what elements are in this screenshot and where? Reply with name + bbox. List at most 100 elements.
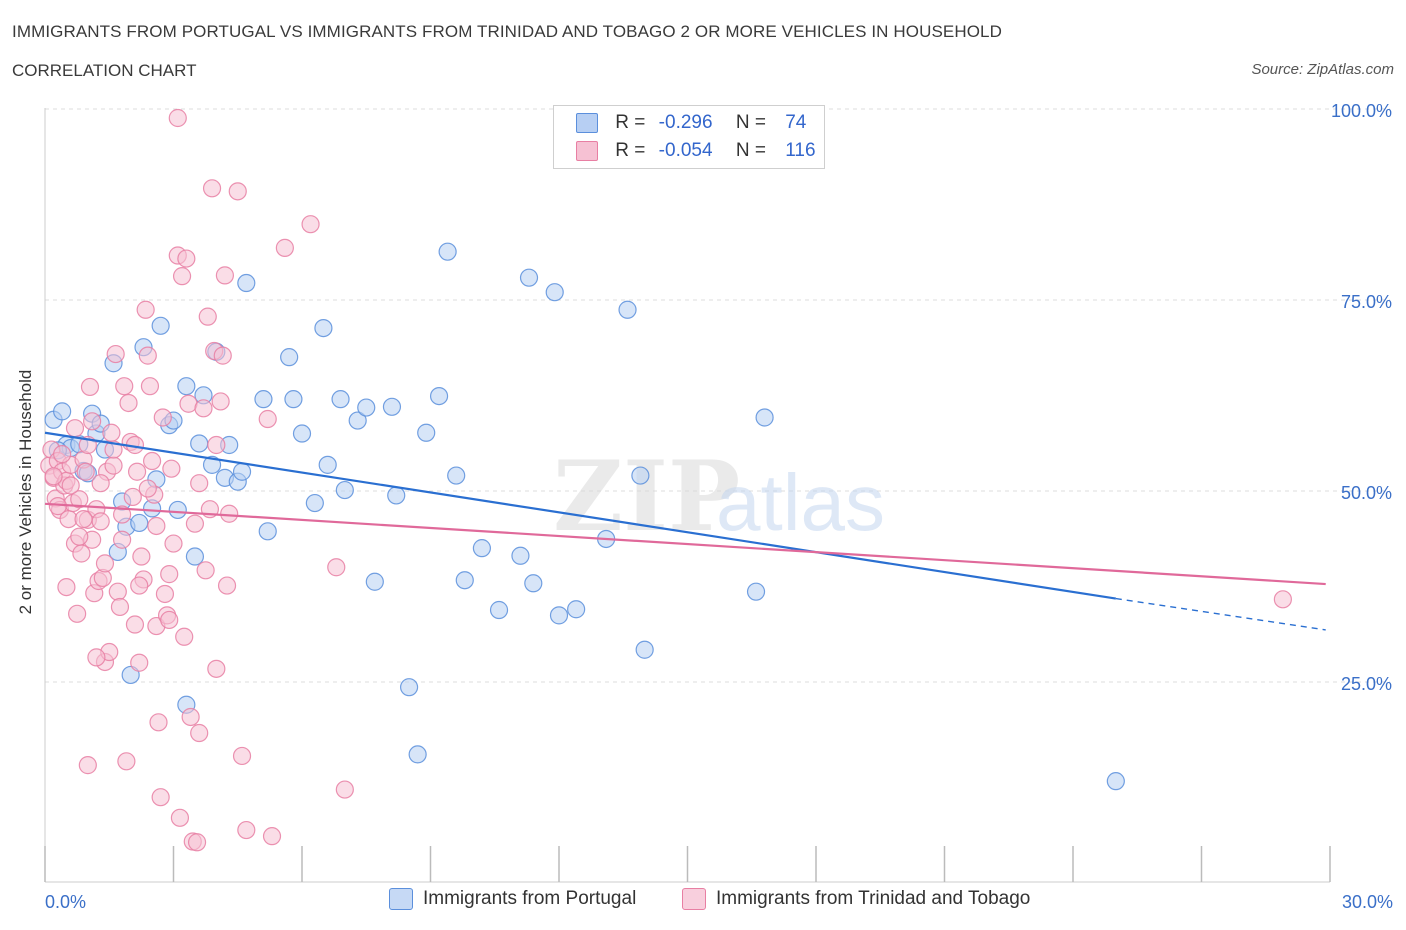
point-portugal	[549, 606, 569, 625]
point-trinidad	[61, 476, 80, 495]
point-portugal	[1106, 772, 1125, 791]
point-trinidad	[132, 547, 151, 566]
point-trinidad	[130, 653, 149, 672]
point-trinidad	[70, 527, 89, 546]
point-trinidad	[327, 558, 346, 577]
point-portugal	[472, 539, 491, 558]
point-trinidad	[125, 615, 145, 634]
point-portugal	[519, 268, 539, 287]
bottom-legend-swatch-trinidad	[682, 888, 706, 910]
point-portugal	[631, 466, 650, 485]
point-trinidad	[220, 504, 239, 523]
point-trinidad	[162, 459, 181, 478]
point-trinidad	[190, 723, 209, 743]
y-tick-label: 75.0%	[1341, 292, 1392, 312]
point-trinidad	[44, 467, 63, 486]
point-trinidad	[168, 108, 187, 128]
point-portugal	[258, 522, 277, 541]
point-trinidad	[78, 756, 97, 775]
point-portugal	[130, 513, 149, 533]
legend-row-portugal: R = -0.296 N = 74	[576, 112, 806, 138]
watermark: ZIP atlas	[553, 440, 885, 553]
y-axis-label: 2 or more Vehicles in Household	[16, 369, 35, 615]
point-trinidad	[149, 713, 168, 732]
point-trinidad	[115, 377, 134, 396]
point-trinidad	[175, 627, 194, 646]
point-trinidad	[104, 440, 123, 459]
trend-line-trinidad	[44, 502, 1326, 586]
point-portugal	[168, 500, 187, 520]
legend-r-label: R =	[615, 112, 646, 133]
point-portugal	[190, 434, 209, 453]
point-trinidad	[217, 576, 237, 595]
point-trinidad	[179, 394, 198, 413]
point-portugal	[387, 486, 406, 505]
bottom-legend-swatch-portugal	[389, 888, 413, 910]
stats-legend: R = -0.296 N = 74 R = -0.054 N = 116	[553, 105, 825, 169]
point-trinidad	[108, 582, 127, 601]
grid-lines	[45, 108, 1390, 683]
point-trinidad	[104, 456, 123, 475]
point-portugal	[151, 316, 170, 335]
point-trinidad	[232, 746, 252, 766]
chart-subtitle: CORRELATION CHART	[12, 61, 197, 80]
legend-n-value: 74	[785, 112, 807, 133]
point-trinidad	[130, 576, 149, 595]
point-trinidad	[102, 423, 121, 442]
point-trinidad	[57, 577, 76, 597]
point-portugal	[438, 242, 457, 261]
point-trinidad	[258, 409, 277, 429]
point-portugal	[331, 390, 350, 409]
point-trinidad	[170, 808, 190, 827]
point-trinidad	[335, 780, 354, 799]
point-portugal	[455, 571, 474, 590]
point-trinidad	[177, 249, 196, 268]
point-trinidad	[207, 659, 226, 678]
point-trinidad	[237, 820, 256, 840]
legend-n-value: 116	[785, 140, 816, 161]
point-trinidad	[70, 490, 89, 509]
point-trinidad	[172, 267, 192, 286]
point-trinidad	[112, 530, 132, 549]
watermark-atlas: atlas	[716, 458, 885, 547]
point-trinidad	[187, 833, 207, 852]
legend-r-value: -0.054	[658, 140, 713, 161]
point-trinidad	[194, 399, 213, 418]
point-portugal	[202, 455, 222, 474]
point-portugal	[567, 600, 586, 619]
point-portugal	[755, 408, 774, 427]
point-trinidad	[185, 514, 205, 533]
point-trinidad	[160, 565, 179, 584]
point-portugal	[292, 424, 312, 443]
point-trinidad	[138, 479, 157, 498]
point-portugal	[177, 377, 196, 396]
point-trinidad	[74, 509, 93, 529]
point-portugal	[635, 640, 654, 659]
point-portugal	[618, 300, 637, 319]
trend-line-portugal	[44, 431, 1117, 600]
point-trinidad	[117, 752, 136, 771]
point-portugal	[314, 319, 333, 338]
point-trinidad	[119, 393, 138, 413]
legend-r-label: R =	[615, 140, 646, 161]
point-trinidad	[91, 474, 110, 493]
point-portugal	[237, 273, 256, 293]
point-portugal	[318, 455, 337, 474]
point-trinidad	[110, 597, 130, 617]
point-trinidad	[275, 238, 294, 257]
trend-line-portugal-extension	[1115, 597, 1326, 631]
point-trinidad	[53, 445, 72, 464]
point-trinidad	[202, 179, 222, 198]
point-trinidad	[87, 648, 106, 667]
point-trinidad	[155, 584, 175, 604]
legend-r-value: -0.296	[658, 112, 713, 133]
point-portugal	[53, 402, 72, 421]
legend-swatch-trinidad	[576, 140, 598, 161]
watermark-zip: ZIP	[553, 440, 740, 553]
point-portugal	[408, 745, 427, 764]
point-trinidad	[213, 346, 232, 365]
point-trinidad	[112, 505, 132, 524]
chart-title: IMMIGRANTS FROM PORTUGAL VS IMMIGRANTS F…	[12, 22, 1002, 41]
point-portugal	[305, 493, 324, 513]
y-tick-label: 50.0%	[1341, 483, 1392, 503]
